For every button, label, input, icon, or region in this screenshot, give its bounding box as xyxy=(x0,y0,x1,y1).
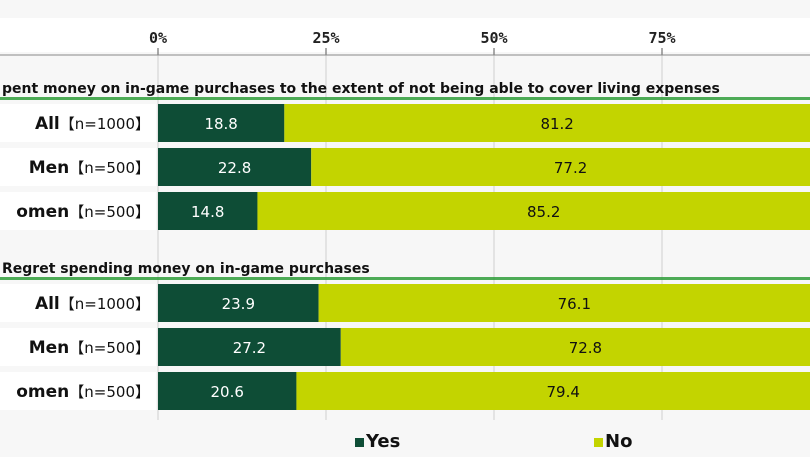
bar-yes xyxy=(158,104,285,142)
row-label: All【n=1000】 xyxy=(35,114,150,134)
legend-label: No xyxy=(605,431,632,452)
bar-yes xyxy=(158,284,319,322)
bar-no xyxy=(340,328,810,366)
bar-row: omen【n=500】 20.6 79.4 xyxy=(0,372,810,410)
data-label-no: 76.1 xyxy=(558,295,591,313)
bar-yes xyxy=(158,148,312,186)
row-group-name: All xyxy=(35,294,60,314)
row-label-bg xyxy=(0,328,156,366)
legend-item: Yes xyxy=(355,431,400,452)
data-label-yes: 20.6 xyxy=(211,383,244,401)
bar-row: All【n=1000】 23.9 76.1 xyxy=(0,284,810,322)
row-label: omen【n=500】 xyxy=(16,382,150,402)
row-sample-size: 【n=500】 xyxy=(69,203,150,221)
bar-no xyxy=(311,148,810,186)
bar-no xyxy=(257,192,810,230)
row-label: Men【n=500】 xyxy=(29,158,150,178)
section-divider xyxy=(0,97,810,100)
bar-yes xyxy=(158,328,341,366)
data-label-no: 77.2 xyxy=(554,159,587,177)
row-label-bg xyxy=(0,192,156,230)
row-group-name: omen xyxy=(16,382,69,402)
tick-label: 25% xyxy=(312,29,339,47)
row-label-bg xyxy=(0,284,156,322)
bar-yes xyxy=(158,372,297,410)
chart-section: Regret spending money on in-game purchas… xyxy=(0,261,810,410)
row-sample-size: 【n=500】 xyxy=(69,159,150,177)
tick-label: 75% xyxy=(648,29,675,47)
bar-no xyxy=(318,284,810,322)
row-label-bg xyxy=(0,372,156,410)
data-label-yes: 14.8 xyxy=(191,203,224,221)
bar-row: Men【n=500】 27.2 72.8 xyxy=(0,328,810,366)
legend-swatch xyxy=(355,438,364,447)
row-sample-size: 【n=500】 xyxy=(69,383,150,401)
legend-label: Yes xyxy=(365,431,400,452)
section-divider xyxy=(0,277,810,280)
row-label: omen【n=500】 xyxy=(16,202,150,222)
data-label-no: 81.2 xyxy=(540,115,573,133)
chart-sections: pent money on in-game purchases to the e… xyxy=(0,81,810,410)
axis-header-band xyxy=(0,18,810,52)
bar-row: omen【n=500】 14.8 85.2 xyxy=(0,192,810,230)
data-label-yes: 18.8 xyxy=(204,115,237,133)
row-group-name: All xyxy=(35,114,60,134)
section-title: Regret spending money on in-game purchas… xyxy=(2,261,370,277)
data-label-yes: 23.9 xyxy=(222,295,255,313)
data-label-yes: 27.2 xyxy=(233,339,266,357)
chart-section: pent money on in-game purchases to the e… xyxy=(0,81,810,230)
bar-no xyxy=(296,372,810,410)
row-sample-size: 【n=500】 xyxy=(69,339,150,357)
row-label-bg xyxy=(0,148,156,186)
bar-yes xyxy=(158,192,258,230)
bar-row: All【n=1000】 18.8 81.2 xyxy=(0,104,810,142)
legend-item: No xyxy=(594,431,632,452)
row-group-name: omen xyxy=(16,202,69,222)
data-label-no: 85.2 xyxy=(527,203,560,221)
row-group-name: Men xyxy=(29,338,70,358)
row-sample-size: 【n=1000】 xyxy=(60,295,150,313)
row-label: Men【n=500】 xyxy=(29,338,150,358)
row-group-name: Men xyxy=(29,158,70,178)
row-sample-size: 【n=1000】 xyxy=(60,115,150,133)
data-label-no: 79.4 xyxy=(547,383,580,401)
legend: Yes No xyxy=(355,431,632,452)
row-label-bg xyxy=(0,104,156,142)
data-label-no: 72.8 xyxy=(569,339,602,357)
bar-no xyxy=(284,104,810,142)
section-title: pent money on in-game purchases to the e… xyxy=(2,81,720,97)
legend-swatch xyxy=(594,438,603,447)
data-label-yes: 22.8 xyxy=(218,159,251,177)
row-label: All【n=1000】 xyxy=(35,294,150,314)
tick-label: 50% xyxy=(480,29,507,47)
tick-label: 0% xyxy=(149,29,167,47)
bar-row: Men【n=500】 22.8 77.2 xyxy=(0,148,810,186)
